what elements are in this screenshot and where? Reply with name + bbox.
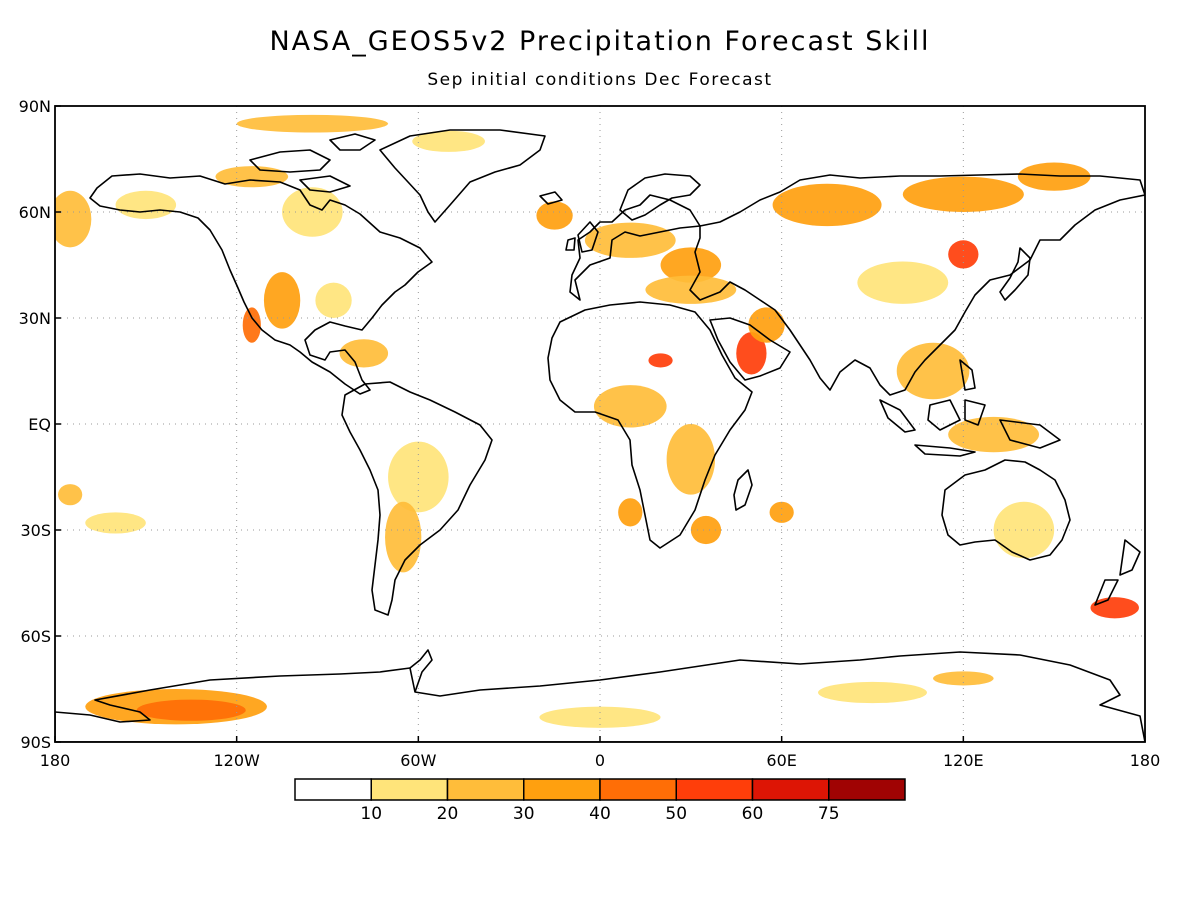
coastline-iceland [539, 191, 563, 205]
lon-tick-label: 180 [1130, 751, 1161, 770]
coastline-indonesia [879, 359, 1061, 457]
skill-region-31 [388, 441, 449, 513]
coastline-arctic-islands [249, 133, 376, 193]
skill-region-3 [236, 114, 389, 133]
skill-region-19 [690, 515, 722, 545]
skill-region-26 [896, 342, 970, 400]
skill-shading-layer [55, 114, 1139, 728]
colorbar-swatch [294, 778, 372, 801]
lon-tick-label: 180 [40, 751, 71, 770]
skill-region-24 [948, 240, 979, 269]
skill-region-16 [648, 353, 673, 368]
coastline-japan [999, 247, 1031, 301]
coastline-antarctic-peninsula [409, 649, 433, 693]
colorbar-swatch [370, 778, 449, 801]
coastline-south-america [341, 381, 493, 616]
coastline-australia [941, 459, 1071, 561]
skill-region-30 [1090, 597, 1139, 619]
skill-region-15 [748, 307, 785, 343]
colorbar: 10 20 30 40 50 60 75 [294, 778, 906, 824]
colorbar-swatch [828, 778, 906, 801]
skill-region-27 [948, 416, 1040, 453]
coastline-british-isles [565, 221, 599, 253]
skill-region-6 [263, 272, 301, 329]
skill-region-34 [58, 484, 83, 506]
colorbar-label: 60 [742, 804, 764, 824]
skill-region-18 [666, 424, 716, 495]
skill-region-7 [242, 307, 261, 343]
skill-region-20 [618, 498, 643, 527]
skill-region-23 [902, 176, 1024, 212]
colorbar-swatch [523, 778, 601, 801]
lon-tick-label: 0 [595, 751, 605, 770]
colorbar-swatch [446, 778, 525, 801]
lon-tick-label: 60E [766, 751, 796, 770]
skill-region-8 [315, 282, 352, 319]
skill-region-37 [539, 706, 661, 728]
lat-tick-label: 60S [20, 627, 51, 646]
lat-tick-label: 90N [19, 97, 51, 116]
lat-tick-label: 90S [20, 733, 51, 752]
gridlines [55, 106, 1145, 742]
skill-region-25 [857, 261, 949, 304]
skill-region-29 [993, 501, 1055, 559]
skill-region-36 [136, 699, 246, 721]
coastline-arabia [709, 317, 791, 381]
colorbar-swatch [675, 778, 754, 801]
colorbar-label: 50 [665, 804, 687, 824]
coastline-north-america [89, 173, 433, 395]
lon-tick-label: 120W [213, 751, 260, 770]
lat-tick-label: EQ [28, 415, 51, 434]
colorbar-label: 10 [360, 804, 382, 824]
skill-region-4 [412, 130, 485, 152]
colorbar-label: 30 [513, 804, 535, 824]
skill-region-38 [933, 671, 994, 686]
coastline-greenland [379, 129, 546, 223]
coastlines [55, 129, 1145, 742]
skill-region-0 [55, 190, 92, 248]
skill-region-11 [584, 222, 676, 258]
colorbar-swatch [751, 778, 830, 801]
lat-tick-label: 30N [19, 309, 51, 328]
skill-region-1 [115, 190, 177, 220]
coastline-madagascar [733, 469, 753, 511]
coastline-new-zealand [1094, 539, 1141, 606]
coastline-africa [547, 301, 753, 549]
skill-region-10 [536, 201, 573, 230]
skill-region-14 [736, 332, 767, 375]
skill-region-9 [339, 339, 389, 368]
skill-region-33 [85, 512, 146, 534]
colorbar-swatch [599, 778, 677, 801]
lat-tick-label: 60N [19, 203, 51, 222]
skill-region-39 [818, 681, 927, 704]
coastline-scandinavia [619, 173, 701, 221]
colorbar-label: 20 [437, 804, 459, 824]
skill-region-21 [769, 501, 794, 523]
coastline-asia [689, 173, 1145, 396]
map-title: NASA_GEOS5v2 Precipitation Forecast Skil… [269, 26, 931, 57]
colorbar-label: 75 [818, 804, 840, 824]
coastline-antarctica [55, 651, 1145, 742]
colorbar-label: 40 [589, 804, 611, 824]
skill-region-28 [1017, 162, 1091, 191]
skill-region-32 [385, 501, 422, 573]
skill-region-17 [593, 385, 667, 428]
skill-region-12 [660, 247, 722, 283]
lon-tick-label: 60W [400, 751, 436, 770]
skill-region-22 [772, 183, 882, 227]
lon-tick-label: 120E [943, 751, 984, 770]
lat-tick-label: 30S [20, 521, 51, 540]
skill-region-5 [282, 187, 343, 237]
map-subtitle: Sep initial conditions Dec Forecast [427, 70, 773, 90]
